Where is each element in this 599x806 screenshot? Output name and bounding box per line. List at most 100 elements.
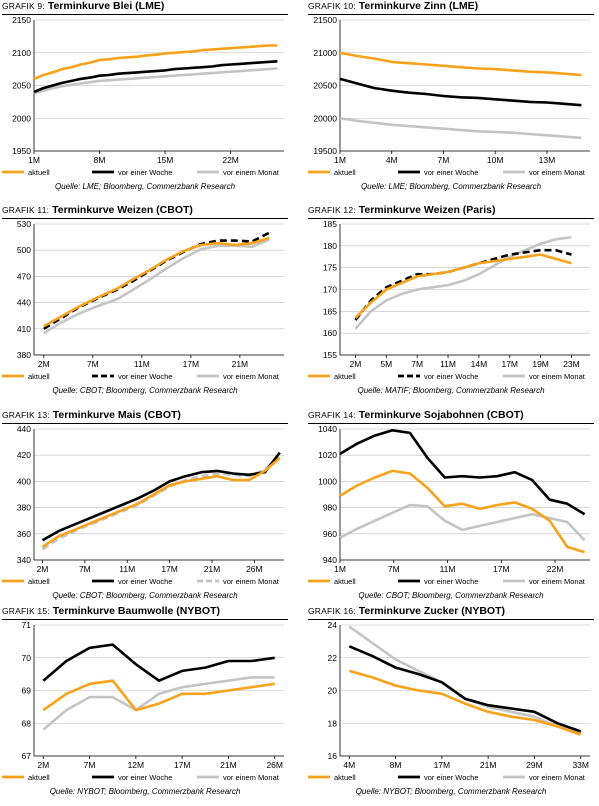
y-tick-label: 530 xyxy=(17,219,31,229)
chart-title-text: Terminkurve Blei (LME) xyxy=(44,0,165,12)
chart-title: GRAFIK 15: Terminkurve Baumwolle (NYBOT) xyxy=(2,605,220,617)
x-tick-label: 21M xyxy=(232,359,249,369)
legend-label: aktuell xyxy=(28,372,50,381)
y-tick-label: 1000 xyxy=(318,476,337,486)
y-tick-label: 165 xyxy=(323,306,337,316)
x-tick-label: 4M xyxy=(343,760,355,770)
chart-title: GRAFIK 13: Terminkurve Mais (CBOT) xyxy=(2,409,181,421)
x-tick-label: 11M xyxy=(440,564,456,574)
y-tick-label: 980 xyxy=(323,503,337,513)
series-line xyxy=(43,238,270,335)
y-tick-label: 24 xyxy=(328,620,338,630)
chart-title-text: Terminkurve Mais (CBOT) xyxy=(49,409,181,421)
y-tick-label: 155 xyxy=(323,350,337,360)
chart-title-text: Terminkurve Zucker (NYBOT) xyxy=(355,605,506,617)
series-line xyxy=(339,503,586,542)
x-tick-label: 2M xyxy=(37,760,49,770)
chart-title: GRAFIK 10: Terminkurve Zinn (LME) xyxy=(308,0,478,12)
chart-panel: GRAFIK 9: Terminkurve Blei (LME) 1950 2000… xyxy=(2,0,288,198)
x-tick-label: 21M xyxy=(220,760,237,770)
x-tick-label: 29M xyxy=(526,760,543,770)
series-line xyxy=(42,643,275,683)
legend-label: aktuell xyxy=(334,577,356,586)
series-line xyxy=(348,669,582,736)
grafik-label: GRAFIK 14: xyxy=(308,410,356,420)
series-line xyxy=(354,248,572,321)
legend-label: vor einer Woche xyxy=(118,372,172,381)
line-chart: 1950 2000 2050 2100 2150 1M 8M 15M 22M aktuell vor… xyxy=(2,15,284,177)
y-tick-label: 1040 xyxy=(318,424,337,434)
title-rule xyxy=(308,218,594,219)
x-tick-label: 7M xyxy=(388,564,400,574)
y-tick-label: 180 xyxy=(323,241,337,251)
chart-panel: GRAFIK 11: Terminkurve Weizen (CBOT) 380 4… xyxy=(2,204,288,402)
x-tick-label: 8M xyxy=(390,760,402,770)
series-line xyxy=(348,645,582,733)
title-rule xyxy=(2,619,288,620)
x-tick-label: 17M xyxy=(174,760,191,770)
source-note: Quelle: CBOT; Bloomberg, Commerzbank Res… xyxy=(52,386,238,395)
y-tick-label: 71 xyxy=(22,620,32,630)
title-rule xyxy=(308,619,594,620)
legend-label: vor einem Monat xyxy=(223,773,280,782)
grafik-label: GRAFIK 10: xyxy=(308,1,356,11)
chart-title: GRAFIK 11: Terminkurve Weizen (CBOT) xyxy=(2,204,193,216)
x-tick-label: 11M xyxy=(440,359,456,369)
x-tick-label: 22M xyxy=(222,155,239,165)
chart-title-text: Terminkurve Zinn (LME) xyxy=(355,0,479,12)
x-tick-label: 12M xyxy=(128,760,145,770)
x-tick-label: 23M xyxy=(563,359,580,369)
x-tick-label: 17M xyxy=(493,564,510,574)
x-tick-label: 10M xyxy=(487,155,504,165)
y-tick-label: 2050 xyxy=(12,81,31,91)
y-tick-label: 69 xyxy=(22,686,32,696)
source-note: Quelle: MATIF; Bloomberg, Commerzbank Re… xyxy=(357,386,545,395)
source-note: Quelle: CBOT; Bloomberg, Commerzbank Res… xyxy=(52,591,238,600)
y-tick-label: 16 xyxy=(328,751,338,761)
x-tick-label: 1M xyxy=(334,564,346,574)
title-rule xyxy=(2,423,288,424)
legend-label: aktuell xyxy=(334,773,356,782)
y-tick-label: 21500 xyxy=(313,15,337,25)
x-tick-label: 14M xyxy=(471,359,488,369)
title-rule xyxy=(308,14,594,15)
series-line xyxy=(354,253,572,319)
x-tick-label: 1M xyxy=(334,155,346,165)
chart-title: GRAFIK 9: Terminkurve Blei (LME) xyxy=(2,0,164,12)
line-chart: 340 360 380 400 420 440 2M 7M 11M 17M 21M 26M aktuel… xyxy=(2,424,284,586)
chart-title: GRAFIK 12: Terminkurve Weizen (Paris) xyxy=(308,204,496,216)
y-tick-label: 18 xyxy=(328,718,338,728)
series-line xyxy=(339,51,582,77)
y-tick-label: 940 xyxy=(323,555,337,565)
y-tick-label: 500 xyxy=(17,245,31,255)
y-tick-label: 470 xyxy=(17,271,31,281)
y-tick-label: 20000 xyxy=(313,113,337,123)
legend-label: vor einem Monat xyxy=(529,577,586,586)
x-tick-label: 17M xyxy=(434,760,451,770)
x-tick-label: 7M xyxy=(438,155,450,165)
y-tick-label: 67 xyxy=(22,751,32,761)
legend-label: vor einem Monat xyxy=(529,168,586,177)
series-line xyxy=(43,236,270,328)
y-tick-label: 170 xyxy=(323,285,337,295)
legend-label: vor einem Monat xyxy=(223,577,280,586)
line-chart: 16 18 20 22 24 4M 8M 17M 21M 29M 33M aktuell vor ein… xyxy=(308,620,590,782)
y-tick-label: 19500 xyxy=(313,146,337,156)
chart-title: GRAFIK 14: Terminkurve Sojabohnen (CBOT) xyxy=(308,409,524,421)
series-line xyxy=(33,44,278,81)
line-chart: 19500 20000 20500 21000 21500 1M 4M 7M 10M 13M akt… xyxy=(308,15,590,177)
x-tick-label: 2M xyxy=(38,359,50,369)
y-tick-label: 20 xyxy=(328,686,338,696)
series-line xyxy=(41,451,281,542)
x-tick-label: 5M xyxy=(380,359,392,369)
series-line xyxy=(43,231,270,330)
x-tick-label: 33M xyxy=(572,760,589,770)
x-tick-label: 21M xyxy=(480,760,497,770)
y-tick-label: 960 xyxy=(323,529,337,539)
source-note: Quelle: LME; Bloomberg, Commerzbank Rese… xyxy=(54,182,236,191)
y-tick-label: 22 xyxy=(328,653,338,663)
source-note: Quelle: LME; Bloomberg, Commerzbank Rese… xyxy=(360,182,542,191)
x-tick-label: 21M xyxy=(204,564,221,574)
chart-title-text: Terminkurve Weizen (CBOT) xyxy=(49,204,193,216)
legend-label: vor einer Woche xyxy=(424,577,478,586)
